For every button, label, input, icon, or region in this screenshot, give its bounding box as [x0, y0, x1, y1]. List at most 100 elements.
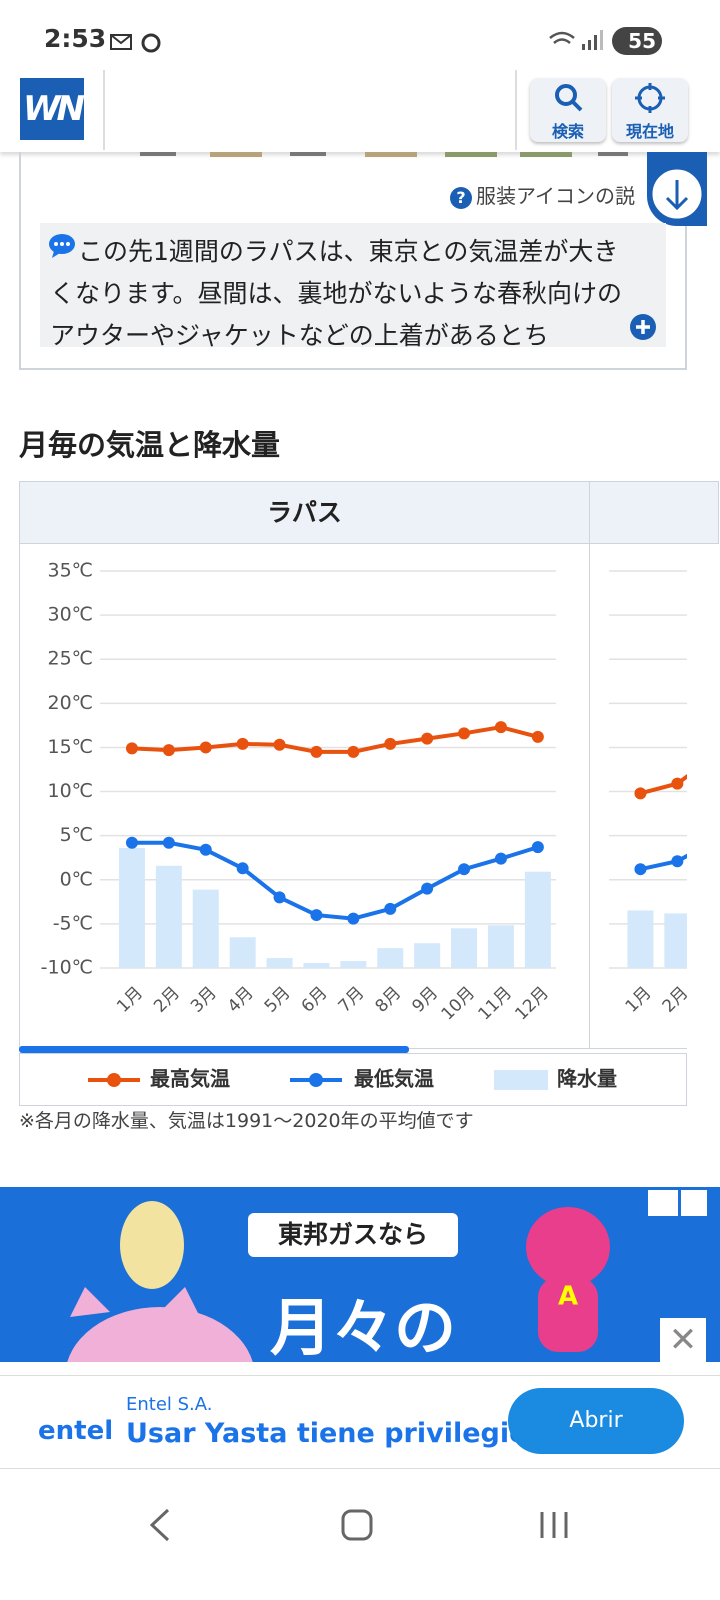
temp-point — [634, 863, 647, 876]
temp-point — [494, 852, 507, 865]
temp-point — [671, 777, 684, 790]
x-tick-label: 10月 — [438, 983, 479, 1024]
chart-frame: ラパス — [19, 481, 719, 1107]
legend-label: 降水量 — [557, 1067, 617, 1091]
precip-bar — [229, 937, 256, 968]
expand-button[interactable] — [629, 313, 657, 341]
temp-point — [531, 730, 544, 743]
temp-point — [273, 891, 286, 904]
y-tick-label: 15℃ — [47, 736, 93, 758]
x-tick-label: 2月 — [659, 983, 693, 1017]
panel-divider — [589, 481, 590, 1049]
temp-point — [458, 727, 471, 740]
legend-swatch — [107, 1073, 121, 1087]
status-icons — [110, 33, 161, 53]
location-button[interactable]: 現在地 — [612, 78, 688, 142]
precip-bar — [664, 913, 687, 968]
temp-point — [125, 742, 138, 755]
precip-bar — [377, 948, 404, 968]
temp-point — [671, 855, 684, 868]
x-tick-label: 9月 — [408, 983, 442, 1017]
y-tick-label: 10℃ — [47, 780, 93, 802]
y-tick-label: 20℃ — [47, 692, 93, 714]
chart-header: ラパス — [267, 498, 342, 527]
plot-area: 35℃30℃25℃20℃15℃10℃5℃0℃-5℃-10℃1月 2月 3月 4月 5月 6… — [41, 560, 720, 1024]
chart-header-bar — [19, 481, 719, 544]
x-tick-label: 1月 — [622, 983, 656, 1017]
legend-swatch — [494, 1070, 548, 1090]
clothing-icons — [140, 152, 628, 157]
search-field[interactable] — [103, 70, 517, 150]
recents-button[interactable] — [540, 1512, 568, 1538]
search-button[interactable]: 検索 — [530, 78, 606, 142]
x-tick-label: 6月 — [298, 983, 332, 1017]
y-tick-label: -5℃ — [53, 912, 93, 934]
help-link[interactable]: ? 服装アイコンの説 — [450, 180, 635, 209]
arrow-icon — [649, 166, 705, 222]
advertiser: Entel S.A. — [126, 1394, 213, 1415]
clock: 2:53 — [44, 24, 107, 53]
x-tick-label: 7月 — [335, 983, 369, 1017]
x-tick-label: 2月 — [150, 983, 184, 1017]
temp-point — [458, 863, 471, 876]
temp-point — [162, 744, 175, 757]
y-tick-label: -10℃ — [41, 957, 93, 979]
precip-bar — [155, 865, 182, 968]
precip-bar — [414, 943, 441, 968]
x-tick-label: 11月 — [475, 983, 516, 1024]
button-label: 現在地 — [625, 122, 674, 141]
legend-swatch — [309, 1073, 323, 1087]
open-button[interactable]: Abrir — [508, 1388, 684, 1454]
close-ad[interactable]: ✕ — [660, 1318, 706, 1362]
back-button[interactable] — [149, 1508, 170, 1542]
temp-point — [162, 836, 175, 849]
precip-bar — [303, 963, 330, 968]
temp-point — [125, 836, 138, 849]
precip-bar — [340, 961, 367, 968]
brand-logo: entel — [38, 1416, 114, 1446]
temp-point — [421, 882, 434, 895]
help-text: 服装アイコンの説 — [476, 184, 635, 208]
temp-point — [494, 721, 507, 734]
signal-icons — [549, 30, 603, 50]
temp-point — [384, 902, 397, 915]
ad-art: A — [67, 1190, 707, 1362]
comment-text: この先1週間のラパスは、東京との気温差が大きくなります。昼間は、裏地がないような… — [50, 237, 623, 347]
y-tick-label: 30℃ — [47, 604, 93, 626]
home-button[interactable] — [341, 1509, 373, 1541]
scroll-down-button[interactable] — [647, 152, 707, 226]
svg-text:A: A — [558, 1282, 578, 1312]
temp-point — [708, 750, 720, 762]
temp-point — [708, 835, 720, 847]
y-tick-label: 5℃ — [60, 824, 93, 846]
temp-point — [236, 862, 249, 875]
x-tick-label: 3月 — [187, 983, 221, 1017]
battery: 55 — [612, 27, 662, 55]
ad-headline: 月々の — [270, 1291, 457, 1362]
temp-point — [347, 912, 360, 925]
comment-icon — [49, 234, 75, 258]
x-tick-label: 5月 — [261, 983, 295, 1017]
clothing-card — [19, 152, 687, 370]
banner-text: Usar Yasta tiene privilegios — [126, 1418, 544, 1449]
ad-banner[interactable]: A 東邦ガスなら 月々の — [0, 1187, 720, 1362]
x-tick-label: 4月 — [224, 983, 258, 1017]
location-icon — [635, 83, 665, 113]
temp-point — [199, 741, 212, 754]
temp-line — [131, 840, 539, 921]
temp-point — [531, 841, 544, 854]
legend-label: 最高気温 — [150, 1067, 230, 1091]
precip-bar — [266, 958, 293, 968]
temp-point — [310, 909, 323, 922]
precip-bar — [487, 925, 514, 968]
precip-bar — [118, 847, 145, 968]
temp-line — [131, 725, 539, 754]
temp-point — [347, 745, 360, 758]
temp-point — [236, 737, 249, 750]
logo[interactable]: WN — [20, 78, 85, 140]
temp-point — [199, 843, 212, 856]
scrollbar[interactable] — [19, 1046, 409, 1053]
nav-bar — [149, 1508, 568, 1542]
